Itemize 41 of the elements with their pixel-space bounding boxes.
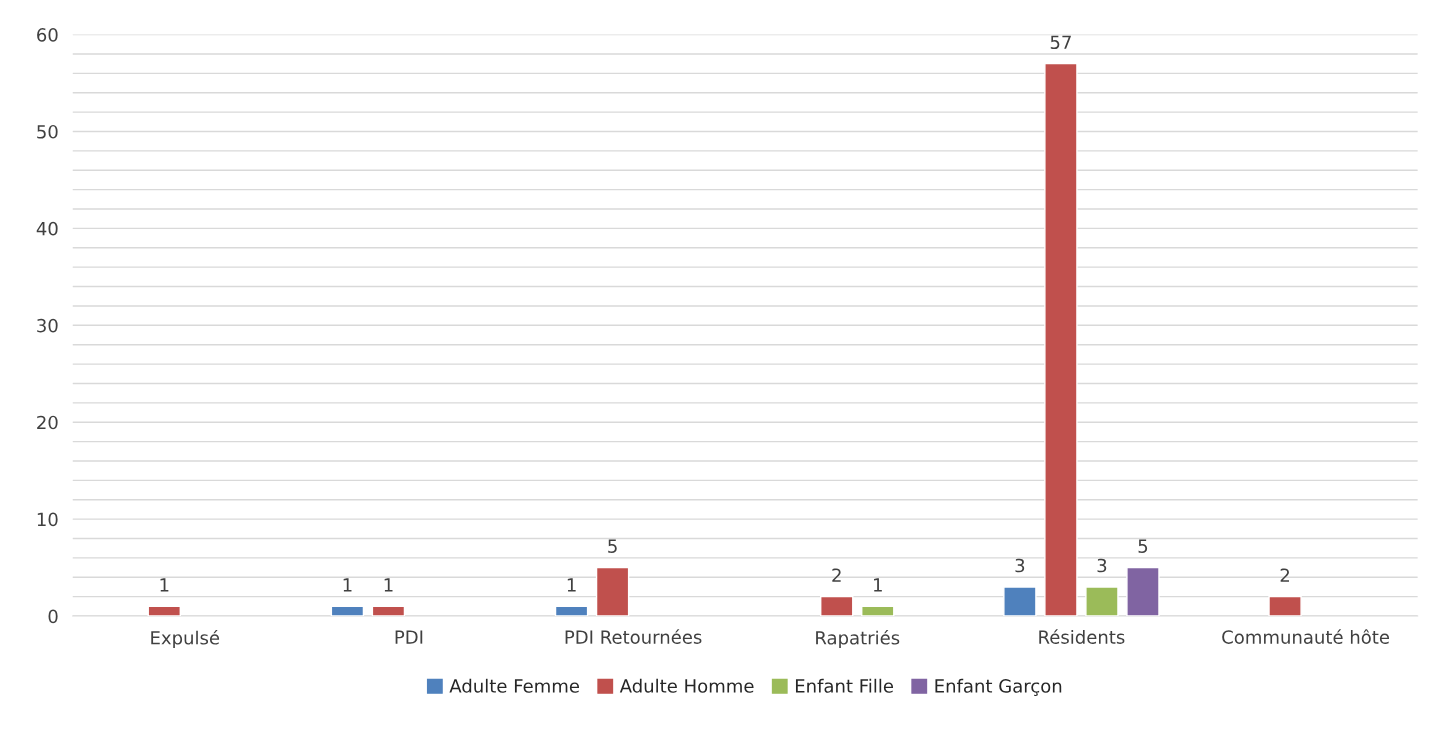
legend-label: Adulte Homme [619,678,754,693]
bar [1268,595,1302,617]
bar [1044,62,1078,617]
bar [147,605,181,617]
y-tick-label: 40 [36,221,58,236]
data-label: 3 [1097,558,1107,573]
bar [371,605,406,617]
data-label: 2 [1280,568,1289,582]
legend-label: Enfant Garçon [935,678,1062,696]
bar [1126,566,1160,617]
bar [595,566,630,617]
data-label: 1 [160,578,169,592]
bar [820,595,854,617]
y-tick-label: 20 [37,415,58,430]
data-label: 1 [384,578,393,592]
legend-label: Adulte Femme [449,678,580,693]
data-label: 2 [832,568,841,582]
legend-label: Enfant Fille [795,678,894,693]
bar [861,605,895,617]
x-tick-label: PDI [395,630,423,644]
bar [554,605,589,617]
data-label: 1 [567,578,576,592]
y-tick-label: 50 [37,124,58,139]
y-tick-label: 0 [48,609,58,624]
bar [1003,586,1037,617]
x-tick-label: Résidents [1039,629,1125,644]
x-tick-label: Expulsé [151,629,220,649]
bar [330,605,365,617]
data-label: 1 [343,578,352,592]
y-tick-label: 60 [37,28,58,42]
x-tick-label: PDI Retournées [565,629,702,644]
data-label: 3 [1015,558,1025,573]
x-tick-label: Rapatriés [816,629,900,649]
data-label: 57 [1050,35,1071,50]
data-label: 1 [874,578,882,592]
data-label: 5 [608,539,617,553]
y-tick-label: 10 [37,512,58,527]
bar [1085,586,1119,617]
y-tick-label: 30 [37,318,58,333]
data-label: 5 [1138,539,1148,553]
x-tick-label: Communauté hôte [1222,629,1390,644]
